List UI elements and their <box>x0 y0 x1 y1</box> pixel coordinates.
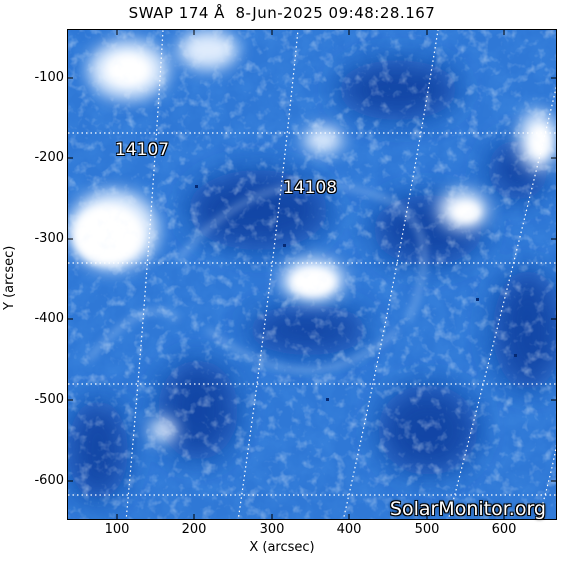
y-tick-label: -500 <box>34 392 64 407</box>
x-tick-label: 500 <box>414 522 440 537</box>
x-tick-label: 200 <box>181 522 207 537</box>
x-tick-label: 300 <box>259 522 285 537</box>
credit-watermark: SolarMonitor.org <box>389 498 546 520</box>
image-title: SWAP 174 Å 8-Jun-2025 09:48:28.167 <box>128 4 436 22</box>
y-tick-label: -600 <box>34 473 64 488</box>
x-tick-label: 600 <box>491 522 517 537</box>
solar-euv-image <box>68 30 556 519</box>
active-region-label: 14107 <box>115 140 170 160</box>
y-tick-label: -200 <box>34 150 64 165</box>
x-tick-label: 400 <box>336 522 362 537</box>
x-axis-label: X (arcsec) <box>249 540 315 555</box>
x-tick-label: 100 <box>104 522 130 537</box>
solar-image-panel <box>67 29 557 520</box>
y-tick-label: -100 <box>34 70 64 85</box>
y-tick-label: -400 <box>34 311 64 326</box>
heliographic-grid <box>68 30 556 519</box>
active-region-label: 14108 <box>283 178 338 198</box>
y-axis-label: Y (arcsec) <box>2 245 17 310</box>
y-tick-label: -300 <box>34 231 64 246</box>
